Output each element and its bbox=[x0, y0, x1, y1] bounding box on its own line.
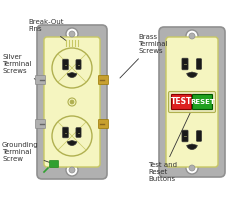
FancyBboxPatch shape bbox=[171, 94, 191, 110]
Text: RESET: RESET bbox=[190, 99, 215, 105]
FancyBboxPatch shape bbox=[196, 59, 202, 69]
Circle shape bbox=[69, 31, 75, 37]
FancyBboxPatch shape bbox=[36, 120, 45, 129]
Circle shape bbox=[66, 164, 78, 176]
Wedge shape bbox=[67, 141, 77, 145]
Wedge shape bbox=[187, 144, 197, 150]
FancyBboxPatch shape bbox=[166, 37, 218, 167]
Circle shape bbox=[52, 48, 92, 88]
Circle shape bbox=[189, 165, 195, 171]
Circle shape bbox=[186, 30, 198, 42]
FancyBboxPatch shape bbox=[44, 37, 100, 167]
Text: Grounding
Terminal
Screw: Grounding Terminal Screw bbox=[2, 142, 51, 163]
Circle shape bbox=[52, 116, 92, 156]
Circle shape bbox=[186, 162, 198, 174]
FancyBboxPatch shape bbox=[37, 25, 107, 179]
FancyBboxPatch shape bbox=[99, 75, 108, 84]
Text: Brass
Terminal
Screws: Brass Terminal Screws bbox=[120, 34, 167, 78]
FancyBboxPatch shape bbox=[36, 75, 45, 84]
FancyBboxPatch shape bbox=[76, 128, 81, 137]
FancyBboxPatch shape bbox=[159, 27, 225, 177]
FancyBboxPatch shape bbox=[196, 131, 202, 141]
Text: Break-Out
Fins: Break-Out Fins bbox=[28, 19, 66, 40]
FancyBboxPatch shape bbox=[192, 94, 212, 110]
FancyBboxPatch shape bbox=[49, 161, 59, 167]
FancyBboxPatch shape bbox=[76, 60, 81, 69]
FancyBboxPatch shape bbox=[182, 130, 188, 142]
Text: Silver
Terminal
Screws: Silver Terminal Screws bbox=[2, 54, 36, 80]
Wedge shape bbox=[67, 72, 77, 78]
FancyBboxPatch shape bbox=[168, 92, 215, 112]
FancyBboxPatch shape bbox=[63, 127, 68, 138]
Circle shape bbox=[68, 98, 76, 106]
Wedge shape bbox=[187, 72, 197, 78]
FancyBboxPatch shape bbox=[99, 120, 108, 129]
Text: Test and
Reset
Buttons: Test and Reset Buttons bbox=[148, 112, 191, 182]
Circle shape bbox=[66, 28, 78, 40]
Circle shape bbox=[69, 167, 75, 173]
FancyBboxPatch shape bbox=[182, 58, 188, 70]
Circle shape bbox=[189, 33, 195, 39]
Circle shape bbox=[70, 100, 74, 104]
Text: TEST: TEST bbox=[171, 98, 192, 106]
FancyBboxPatch shape bbox=[63, 59, 68, 70]
